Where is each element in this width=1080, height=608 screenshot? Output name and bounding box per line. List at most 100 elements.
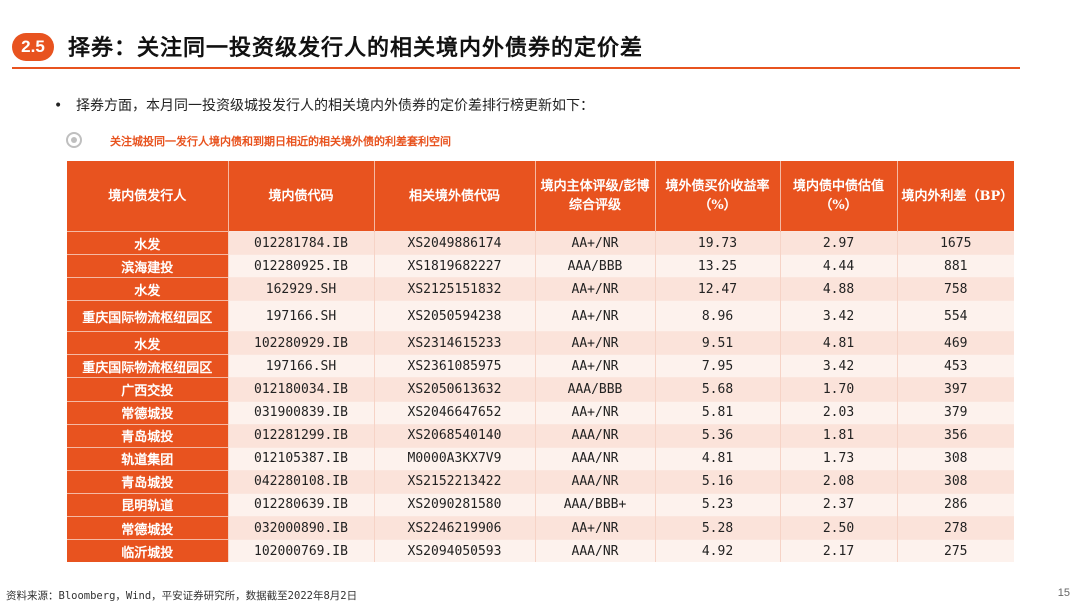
- issuer-cell: 青岛城投: [67, 469, 229, 494]
- table-row: 水发 012281784.IB XS2049886174 AA+/NR 19.73 2.9…: [67, 230, 1014, 255]
- table-cell: AAA/NR: [535, 539, 656, 563]
- issuer-cell: 青岛城投: [67, 423, 229, 448]
- section-number-badge: 2.5: [12, 33, 54, 61]
- table-cell: 5.68: [655, 377, 781, 402]
- bullet-text: 择券方面，本月同一投资级城投发行人的相关境内外债券的定价差排行榜更新如下：: [76, 98, 594, 114]
- title-divider: [12, 67, 1020, 69]
- table-cell: XS2050613632: [374, 377, 536, 402]
- table-cell: XS2314615233: [374, 331, 536, 355]
- table-cell: AA+/NR: [535, 230, 656, 255]
- table-cell: 5.81: [655, 400, 781, 425]
- table-cell: 2.50: [780, 516, 898, 540]
- table-cell: 308: [897, 469, 1014, 494]
- table-cell: 1675: [897, 230, 1014, 255]
- table-cell: 379: [897, 400, 1014, 425]
- table-cell: 197166.SH: [228, 354, 375, 378]
- table-cell: XS2094050593: [374, 539, 536, 563]
- issuer-cell: 水发: [67, 331, 229, 355]
- table-cell: 2.37: [780, 492, 898, 517]
- column-header: 境内债中债估值（%）: [780, 161, 898, 232]
- table-row: 广西交投 012180034.IB XS2050613632 AAA/BBB 5.68 1…: [67, 377, 1014, 402]
- issuer-cell: 常德城投: [67, 516, 229, 540]
- table-cell: 5.28: [655, 516, 781, 540]
- table-cell: 1.73: [780, 446, 898, 471]
- table-cell: 308: [897, 446, 1014, 471]
- table-body: 水发 012281784.IB XS2049886174 AA+/NR 19.73 2.9…: [67, 230, 1014, 563]
- column-header: 境内债代码: [228, 161, 375, 232]
- table-caption: 关注城投同一发行人境内债和到期日相近的相关境外债的利差套利空间: [110, 135, 451, 148]
- table-cell: XS1819682227: [374, 254, 536, 278]
- table-cell: 1.70: [780, 377, 898, 402]
- table-cell: 4.88: [780, 277, 898, 301]
- table-cell: 4.44: [780, 254, 898, 278]
- table-cell: XS2090281580: [374, 492, 536, 517]
- page-number: 15: [1057, 587, 1070, 599]
- table-header-row: 境内债发行人 境内债代码 相关境外债代码 境内主体评级/彭博综合评级 境外债买价收益率（…: [67, 161, 1014, 232]
- table-cell: 469: [897, 331, 1014, 355]
- table-cell: 012280925.IB: [228, 254, 375, 278]
- table-cell: AA+/NR: [535, 277, 656, 301]
- table-cell: AA+/NR: [535, 354, 656, 378]
- table-row: 青岛城投 012281299.IB XS2068540140 AAA/NR 5.36 1.…: [67, 423, 1014, 448]
- table-cell: 2.08: [780, 469, 898, 494]
- table-cell: 2.17: [780, 539, 898, 563]
- table-cell: 042280108.IB: [228, 469, 375, 494]
- issuer-cell: 滨海建投: [67, 254, 229, 278]
- table-cell: 5.23: [655, 492, 781, 517]
- table-cell: 12.47: [655, 277, 781, 301]
- issuer-cell: 重庆国际物流枢纽园区: [67, 300, 229, 332]
- issuer-cell: 水发: [67, 230, 229, 255]
- table-cell: 012180034.IB: [228, 377, 375, 402]
- table-cell: 2.97: [780, 230, 898, 255]
- radio-circle-icon: [66, 132, 82, 148]
- source-note: 资料来源：Bloomberg，Wind，平安证券研究所，数据截至2022年8月2…: [6, 590, 358, 602]
- table-cell: XS2361085975: [374, 354, 536, 378]
- table-cell: 19.73: [655, 230, 781, 255]
- table-cell: XS2246219906: [374, 516, 536, 540]
- table-cell: XS2046647652: [374, 400, 536, 425]
- table-cell: 012280639.IB: [228, 492, 375, 517]
- table-row: 临沂城投 102000769.IB XS2094050593 AAA/NR 4.92 2.…: [67, 539, 1014, 563]
- table-cell: AAA/BBB: [535, 254, 656, 278]
- table-cell: 102000769.IB: [228, 539, 375, 563]
- table-row: 重庆国际物流枢纽园区 197166.SH XS2050594238 AA+/NR 8.9…: [67, 300, 1014, 332]
- table-row: 滨海建投 012280925.IB XS1819682227 AAA/BBB 13.25…: [67, 254, 1014, 278]
- table-cell: 554: [897, 300, 1014, 332]
- issuer-cell: 临沂城投: [67, 539, 229, 563]
- table-cell: AA+/NR: [535, 331, 656, 355]
- table-cell: 453: [897, 354, 1014, 378]
- table-cell: 012105387.IB: [228, 446, 375, 471]
- table-cell: AA+/NR: [535, 300, 656, 332]
- table-cell: 4.92: [655, 539, 781, 563]
- table-cell: 8.96: [655, 300, 781, 332]
- table-cell: 102280929.IB: [228, 331, 375, 355]
- table-cell: 162929.SH: [228, 277, 375, 301]
- table-cell: 197166.SH: [228, 300, 375, 332]
- table-cell: XS2068540140: [374, 423, 536, 448]
- table-cell: 4.81: [780, 331, 898, 355]
- spread-ranking-table: 境内债发行人 境内债代码 相关境外债代码 境内主体评级/彭博综合评级 境外债买价收益率（…: [67, 161, 1014, 563]
- table-cell: 397: [897, 377, 1014, 402]
- table-cell: XS2050594238: [374, 300, 536, 332]
- table-cell: M0000A3KX7V9: [374, 446, 536, 471]
- column-header: 境内债发行人: [67, 161, 229, 232]
- issuer-cell: 常德城投: [67, 400, 229, 425]
- table-cell: 012281784.IB: [228, 230, 375, 255]
- table-cell: 278: [897, 516, 1014, 540]
- issuer-cell: 广西交投: [67, 377, 229, 402]
- table-row: 轨道集团 012105387.IB M0000A3KX7V9 AAA/NR 4.81 1.…: [67, 446, 1014, 471]
- table-cell: 5.36: [655, 423, 781, 448]
- table-cell: AAA/NR: [535, 446, 656, 471]
- table-cell: 3.42: [780, 354, 898, 378]
- bullet-dot-icon: •: [54, 98, 63, 114]
- table-cell: 9.51: [655, 331, 781, 355]
- table-cell: 032000890.IB: [228, 516, 375, 540]
- table-row: 青岛城投 042280108.IB XS2152213422 AAA/NR 5.16 2.…: [67, 469, 1014, 494]
- column-header: 境内主体评级/彭博综合评级: [535, 161, 656, 232]
- table-cell: 4.81: [655, 446, 781, 471]
- page-title: 择券：关注同一投资级发行人的相关境内外债券的定价差: [68, 35, 644, 61]
- table-cell: AA+/NR: [535, 400, 656, 425]
- issuer-cell: 水发: [67, 277, 229, 301]
- table-cell: 356: [897, 423, 1014, 448]
- table-row: 水发 162929.SH XS2125151832 AA+/NR 12.47 4.88 75…: [67, 277, 1014, 301]
